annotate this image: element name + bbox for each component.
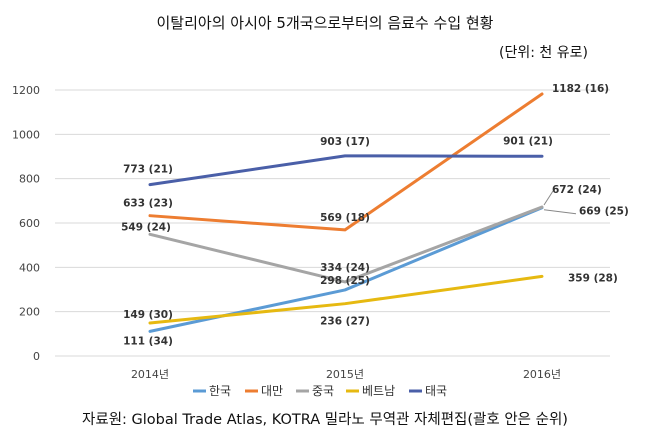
data-label: 901 (21) — [503, 135, 553, 147]
y-axis-ticks: 0 200 400 600 800 1000 1200 — [12, 84, 40, 363]
data-label: 903 (17) — [320, 136, 370, 148]
x-tick-label: 2016년 — [523, 368, 561, 381]
grid-lines — [55, 89, 610, 357]
y-tick-label: 800 — [19, 173, 40, 186]
y-tick-label: 200 — [19, 306, 40, 319]
data-label: 149 (30) — [123, 309, 173, 321]
source-note: 자료원: Global Trade Atlas, KOTRA 밀라노 무역관 자… — [82, 412, 568, 428]
legend-label: 베트남 — [362, 384, 395, 398]
chart-title: 이탈리아의 아시아 5개국으로부터의 음료수 수입 현황 — [156, 14, 494, 32]
data-label: 236 (27) — [320, 316, 370, 328]
legend-label: 태국 — [425, 384, 447, 398]
y-tick-label: 400 — [19, 261, 40, 274]
x-tick-label: 2015년 — [326, 368, 364, 381]
data-label: 359 (28) — [568, 272, 618, 284]
legend-label: 중국 — [312, 384, 334, 398]
data-label: 633 (23) — [123, 198, 173, 210]
x-axis-ticks: 2014년 2015년 2016년 — [131, 368, 561, 381]
data-label: 298 (25) — [320, 275, 370, 287]
x-tick-label: 2014년 — [131, 368, 169, 381]
y-tick-label: 1000 — [12, 128, 40, 141]
data-label: 549 (24) — [121, 221, 171, 233]
y-tick-label: 600 — [19, 217, 40, 230]
legend-label: 대만 — [261, 384, 283, 398]
unit-note: (단위: 천 유로) — [499, 45, 588, 61]
label-leader — [543, 190, 554, 206]
data-labels: 111 (34) 298 (25) 669 (25) 633 (23) 569 (18)… — [121, 83, 629, 347]
data-label: 773 (21) — [123, 164, 173, 176]
data-label: 1182 (16) — [552, 83, 609, 95]
series-line-3 — [148, 274, 544, 325]
data-label: 672 (24) — [552, 184, 602, 196]
series-lines — [148, 92, 544, 333]
data-label: 111 (34) — [123, 335, 173, 347]
legend-label: 한국 — [209, 384, 231, 398]
label-leader — [543, 209, 577, 215]
series-line-4 — [148, 154, 544, 187]
line-chart: 0 200 400 600 800 1000 1200 2014년 2015년 2016년 11… — [12, 83, 629, 398]
data-label: 334 (24) — [320, 262, 370, 274]
y-tick-label: 0 — [33, 350, 40, 363]
legend: 한국 대만 중국 베트남 태국 — [193, 384, 447, 398]
series-line-1 — [148, 92, 544, 232]
data-label: 669 (25) — [579, 206, 629, 218]
y-tick-label: 1200 — [12, 84, 40, 97]
data-label: 569 (18) — [320, 212, 370, 224]
series-line-2 — [148, 205, 544, 284]
